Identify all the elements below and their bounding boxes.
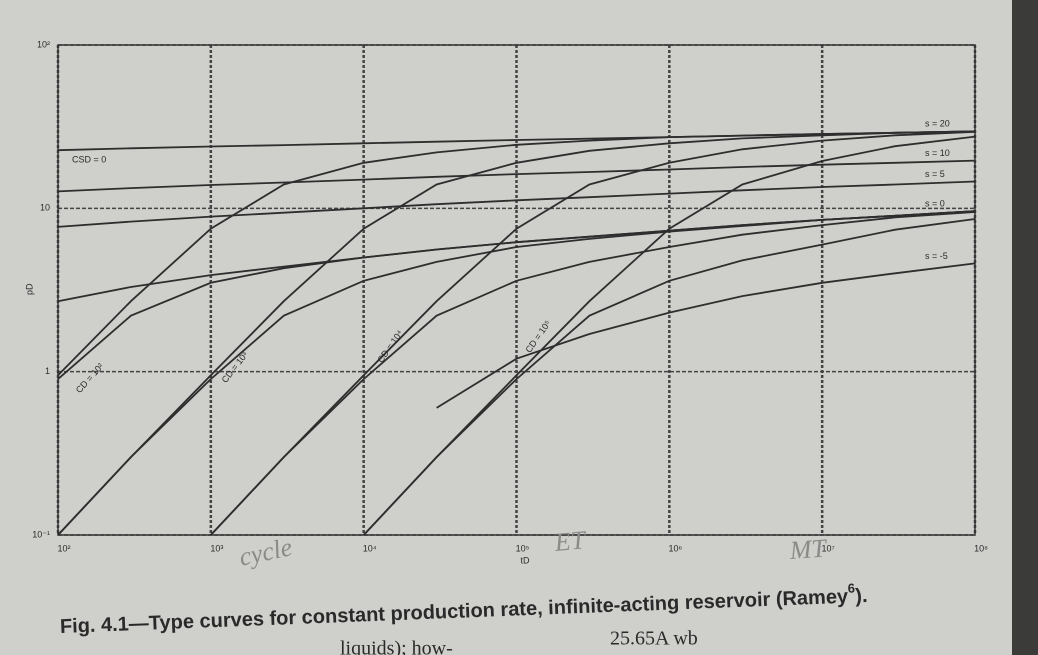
curve (57, 210, 976, 536)
x-tick-label: 10⁴ (363, 543, 377, 553)
curve (436, 262, 976, 409)
handwritten-note: MT (788, 533, 829, 565)
curve-label: s = 5 (925, 169, 945, 179)
page-fragment: 25.65A wb (610, 628, 698, 650)
x-tick-label: 10⁸ (974, 543, 988, 553)
y-tick-label: 1 (45, 366, 50, 376)
curve-label: s = -5 (925, 251, 948, 261)
x-tick-label: 10³ (210, 543, 223, 553)
paper (0, 0, 1012, 655)
curve-label: s = 0 (925, 199, 945, 209)
page-edge (1012, 0, 1038, 655)
handwritten-note: ET (553, 525, 588, 557)
curve (363, 218, 976, 536)
curve (210, 211, 976, 536)
x-tick-label: 10⁵ (516, 543, 530, 553)
curve (57, 180, 976, 228)
x-axis-label: tD (521, 555, 531, 565)
page-fragment: liquids); how- (340, 638, 453, 655)
curve (57, 130, 976, 536)
y-tick-label: 10 (40, 203, 50, 213)
x-tick-label: 10⁷ (822, 543, 835, 553)
y-tick-label: 10⁻¹ (32, 529, 50, 539)
annotation: CSD = 0 (72, 154, 106, 164)
y-axis-label: pD (24, 283, 34, 295)
curve (57, 130, 976, 376)
caption-ref: 6 (847, 581, 855, 596)
plot-frame (57, 44, 976, 536)
x-tick-label: 10⁶ (668, 543, 682, 553)
y-tick-label: 10² (37, 39, 50, 49)
curve (57, 159, 976, 193)
curve (210, 130, 976, 536)
curve-label: s = 10 (925, 148, 950, 158)
x-tick-label: 10² (57, 543, 70, 553)
curve (363, 135, 976, 536)
caption-end: ). (855, 585, 868, 607)
curve-label: s = 20 (925, 119, 950, 129)
